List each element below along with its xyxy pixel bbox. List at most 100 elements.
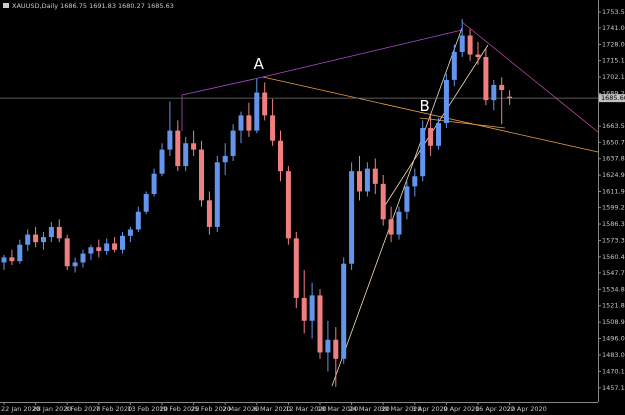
y-tick-label: 1741.00 [602, 24, 625, 32]
candle-body [72, 262, 78, 267]
y-tick-label: 1637.80 [602, 155, 625, 163]
x-tick-label: 22 Apr 2020 [507, 405, 547, 413]
candle-body [380, 183, 386, 220]
candle-body [143, 193, 149, 212]
candle-body [270, 115, 276, 141]
x-tick-label: 13 Feb 2020 [127, 405, 167, 413]
candle-body [199, 149, 204, 201]
annotation: B [420, 97, 430, 115]
y-tick-label: 1624.90 [602, 171, 625, 179]
channel-line [331, 27, 463, 387]
candle-body [301, 297, 307, 321]
candle-body [230, 130, 236, 156]
y-tick-label: 1586.30 [602, 220, 625, 228]
chart-title: XAUUSD,Daily 1686.75 1691.83 1680.27 168… [12, 2, 174, 10]
candle-body [507, 96, 513, 99]
x-tick-label: 12 Mar 2020 [285, 405, 326, 413]
candle-body [206, 200, 212, 227]
y-tick-label: 1611.95 [602, 188, 625, 196]
candle-body [475, 54, 481, 58]
trendline [419, 117, 506, 129]
candle-body [325, 339, 331, 353]
annotation: A [254, 55, 265, 73]
x-tick-label: 3 Feb 2020 [64, 405, 100, 413]
drawings [181, 21, 599, 387]
candle-body [56, 226, 62, 239]
candle-body [127, 229, 133, 236]
candle-body [167, 130, 173, 150]
candle-body [341, 263, 347, 359]
y-tick-label: 1534.80 [602, 285, 625, 293]
candle-body [222, 155, 228, 163]
candle-body [48, 226, 54, 238]
candle-body [175, 130, 181, 167]
candle-body [467, 35, 473, 55]
candle-body [151, 173, 157, 194]
x-tick-label: 16 Apr 2020 [475, 405, 515, 413]
candle-body [451, 51, 457, 80]
candle-body [293, 238, 299, 298]
candle-body [420, 128, 426, 177]
candle-body [388, 219, 394, 235]
candle-body [285, 171, 291, 239]
candle-body [1, 257, 7, 263]
candle-body [80, 253, 86, 263]
candle-body [159, 149, 165, 174]
candle-body [483, 57, 489, 101]
y-tick-label: 1508.90 [602, 318, 625, 326]
current-price-label: 1685.60 [601, 94, 625, 102]
x-tick-label: 19 Feb 2020 [159, 405, 199, 413]
x-tick-label: 2 Mar 2020 [222, 405, 259, 413]
candle-body [9, 257, 15, 262]
candle-body [41, 237, 46, 243]
candle-body [120, 235, 125, 250]
y-tick-label: 1663.50 [602, 122, 625, 130]
trendline [461, 21, 599, 133]
x-tick-label: 7 Feb 2020 [96, 405, 132, 413]
candle-body [214, 162, 220, 227]
x-tick-label: 28 Jan 2020 [33, 405, 72, 413]
candle-body [33, 234, 39, 243]
candle-body [246, 115, 252, 131]
candle-body [459, 35, 465, 52]
candle-body [25, 234, 31, 245]
y-tick-label: 1457.10 [602, 384, 625, 392]
x-tick-label: 25 Feb 2020 [191, 405, 231, 413]
candle-body [191, 143, 197, 150]
candle-body [278, 140, 283, 172]
candle-body [404, 186, 410, 212]
candle-body [436, 122, 441, 146]
candle-body [372, 168, 378, 184]
candle-body [443, 79, 449, 123]
candle-body [183, 143, 189, 167]
channel-line [381, 44, 489, 211]
y-tick-label: 1650.70 [602, 138, 625, 146]
candle-body [262, 92, 268, 116]
candle-body [499, 84, 505, 91]
candle-body [104, 243, 110, 252]
candle-body [17, 244, 23, 262]
candle-body [112, 243, 118, 250]
candle-body [357, 171, 362, 192]
y-tick-label: 1689.20 [602, 90, 625, 98]
candle-body [309, 295, 315, 321]
candle-body [88, 247, 94, 254]
y-tick-label: 1496.00 [602, 335, 625, 343]
x-tick-label: 22 Jan 2020 [1, 405, 40, 413]
candle-body [254, 92, 260, 131]
candle-body [412, 176, 418, 187]
symbol-icon [3, 3, 9, 8]
candle-body [317, 295, 323, 353]
y-tick-label: 1560.40 [602, 253, 625, 261]
current-price-box [599, 94, 625, 103]
y-tick-label: 1753.55 [602, 8, 625, 16]
x-tick-label: 3 Apr 2020 [412, 405, 448, 413]
candle-body [96, 247, 102, 252]
x-tick-label: 24 Mar 2020 [349, 405, 390, 413]
candle-body [333, 339, 339, 359]
y-tick-label: 1573.35 [602, 236, 625, 244]
y-tick-label: 1702.15 [602, 73, 625, 81]
